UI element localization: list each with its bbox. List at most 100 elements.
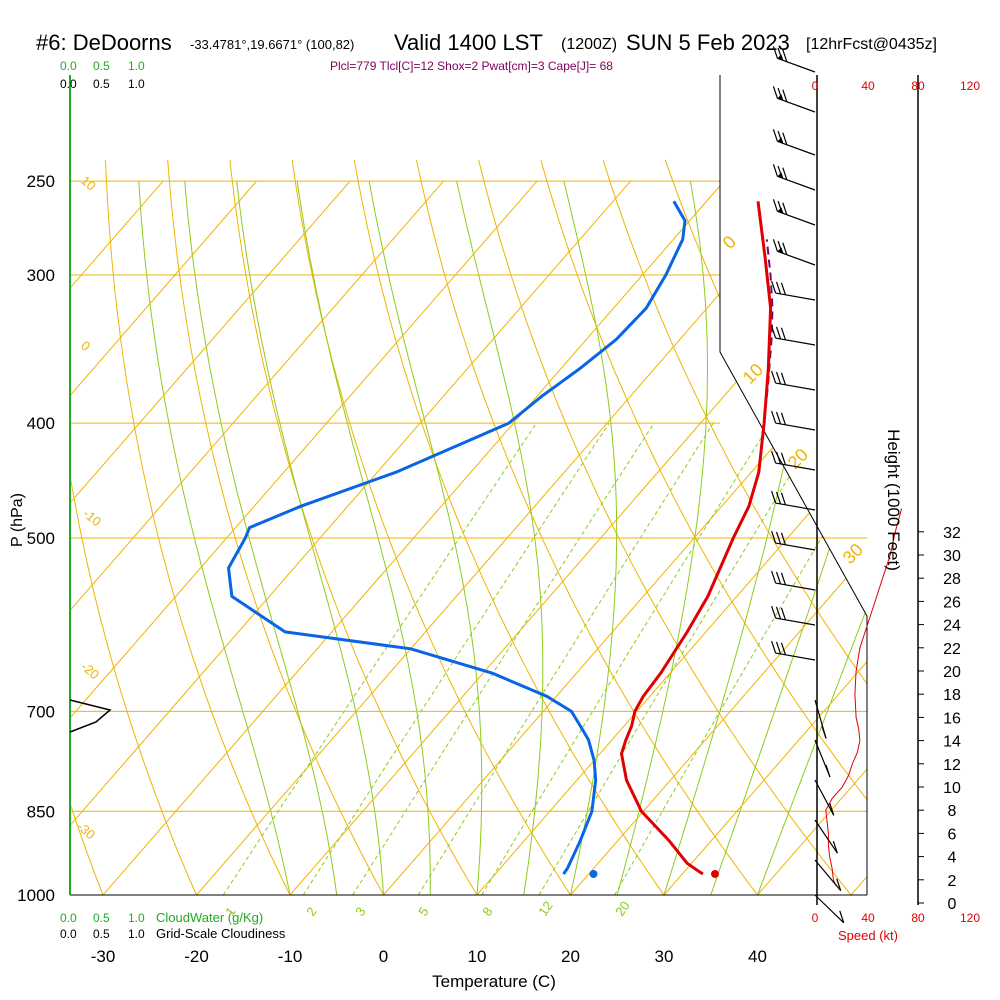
wind-barb-staff (775, 652, 816, 661)
wind-barb-feather (832, 840, 838, 854)
wind-barb-staff (775, 422, 816, 431)
moist-adiabat (236, 181, 384, 895)
dry-adiabat (70, 160, 104, 895)
speed-tick-bottom: 40 (861, 911, 875, 925)
wind-barb (771, 410, 816, 431)
wind-barb (814, 859, 842, 892)
dry-adiabat (602, 159, 867, 895)
wind-barb (814, 819, 838, 854)
dewpoint-line (226, 200, 687, 875)
temperature-tick-label: 30 (655, 947, 674, 966)
moist-adiabat (710, 180, 867, 895)
wind-barb-pennant (777, 94, 784, 101)
wind-barb-staff (814, 894, 845, 924)
wind-barb-feather (771, 530, 777, 544)
wind-barb-staff (777, 140, 816, 156)
temperature-axis-title: Temperature (C) (432, 972, 556, 991)
wind-barb (772, 199, 816, 226)
temperature-tick-label: -10 (278, 947, 303, 966)
height-tick-label: 2 (948, 873, 957, 890)
moist-adiabat (456, 180, 544, 895)
wind-barb-feather (782, 242, 788, 255)
mixing-ratio-line (222, 422, 537, 895)
height-tick-label: 8 (948, 803, 957, 820)
moist-adiabat (296, 181, 431, 895)
temperature-tick-label: 0 (379, 947, 388, 966)
cloudwater-scale-top: 0.0 (60, 59, 77, 73)
pressure-tick-label: 400 (27, 414, 55, 433)
wind-barb-feather (836, 878, 842, 891)
speed-tick-bottom: 80 (911, 911, 925, 925)
height-axis-title: Height (1000 Feet) (884, 429, 903, 571)
wind-barb-staff (775, 542, 816, 551)
dry-adiabat-label: -20 (78, 659, 102, 683)
wind-barb-feather (775, 606, 782, 620)
wind-barb-feather (780, 642, 787, 655)
speed-tick-top: 40 (861, 79, 875, 93)
temperature-surface-dot (711, 869, 720, 878)
height-tick-label: 32 (943, 525, 961, 542)
temperature-tick-label: -20 (184, 947, 209, 966)
cloudwater-scale-bottom: 0.5 (93, 911, 110, 925)
speed-tick-top: 0 (812, 79, 819, 93)
height-tick-label: 6 (948, 826, 957, 843)
wind-barb-feather (775, 371, 782, 385)
speed-tick-bottom: 0 (812, 911, 819, 925)
height-tick-label: 10 (943, 780, 961, 797)
cloudiness-scale-bottom: 0.0 (60, 927, 77, 941)
mixing-ratio-line (538, 422, 823, 895)
dry-adiabat (851, 159, 867, 895)
dry-adiabat (353, 160, 665, 895)
wind-barb-feather (771, 570, 777, 584)
speed-axis-title: Speed (kt) (838, 928, 898, 943)
pressure-tick-label: 1000 (17, 886, 55, 905)
dry-adiabat (540, 159, 867, 895)
height-tick-label: 14 (943, 734, 961, 751)
cloudwater-scale-top: 0.5 (93, 59, 110, 73)
wind-barb-pennant (777, 172, 784, 179)
cloudwater-scale-bottom: 0.0 (60, 911, 77, 925)
pressure-tick-label: 850 (27, 802, 55, 821)
cloudiness-scale-top: 1.0 (128, 77, 145, 91)
wind-barb-staff (775, 462, 816, 471)
wind-barb-feather (771, 605, 777, 619)
wind-barb-feather (839, 910, 845, 923)
dry-adiabat-label: 10 (78, 173, 99, 194)
wind-barb (814, 699, 827, 739)
height-tick-label: 18 (943, 687, 961, 704)
utc-time: (1200Z) (561, 36, 617, 53)
wind-barb-feather (771, 450, 777, 464)
wind-barb-feather (782, 49, 788, 62)
wind-barb-feather (771, 280, 777, 294)
mixing-ratio-label: 2 (303, 904, 319, 919)
wind-barb (772, 164, 816, 191)
mixing-ratio-label: 3 (352, 904, 368, 919)
forecast-note: [12hrFcst@0435z] (806, 36, 937, 53)
moist-adiabat (184, 181, 338, 895)
height-tick-label: 16 (943, 710, 961, 727)
moist-adiabat-label: 0 (719, 232, 740, 253)
forecast-date: SUN 5 Feb 2023 (626, 30, 790, 55)
height-tick-label: 4 (948, 850, 957, 867)
cloudiness-label: Grid-Scale Cloudiness (156, 926, 286, 941)
wind-barb-staff (775, 502, 816, 511)
dry-adiabat-label: -30 (74, 819, 98, 843)
stats-line: Plcl=779 Tlcl[C]=12 Shox=2 Pwat[cm]=3 Ca… (330, 59, 613, 73)
dry-adiabat (976, 160, 1000, 895)
pressure-tick-label: 500 (27, 529, 55, 548)
temperature-tick-label: 10 (468, 947, 487, 966)
wind-barb-feather (780, 327, 787, 340)
wind-barb-feather (775, 531, 782, 545)
station-title: #6: DeDoorns (36, 30, 172, 55)
height-tick-label: 0 (948, 896, 957, 913)
wind-barb-feather (780, 607, 787, 620)
wind-barb (814, 739, 831, 778)
dry-adiabat (70, 160, 197, 895)
height-tick-label: 26 (943, 594, 961, 611)
mixing-ratio-label: 12 (535, 898, 556, 918)
dry-adiabat (167, 160, 384, 895)
speed-tick-top: 120 (960, 79, 980, 93)
temperature-line (619, 201, 773, 876)
wind-barb-feather (775, 281, 782, 295)
